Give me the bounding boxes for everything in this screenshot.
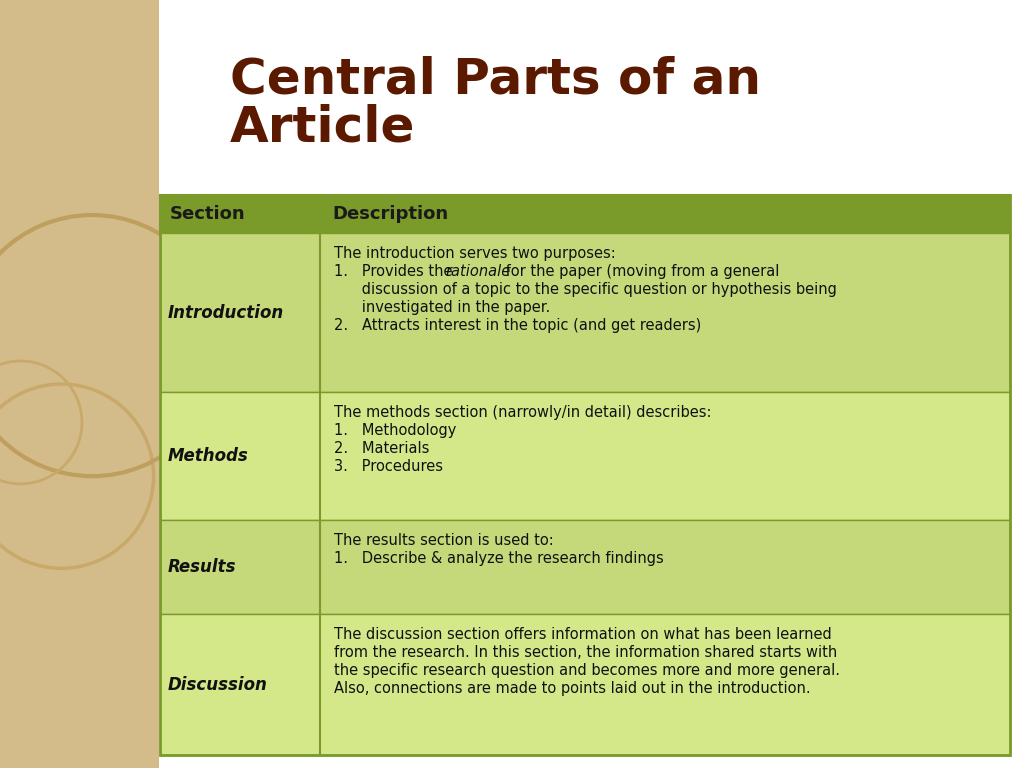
Text: Methods: Methods [168,447,249,465]
Bar [160,233,1010,392]
Text: The discussion section offers information on what has been learned: The discussion section offers informatio… [334,627,831,642]
Text: investigated in the paper.: investigated in the paper. [334,300,550,315]
Bar [160,195,1010,233]
Text: Results: Results [168,558,237,576]
Bar [160,195,1010,755]
Text: The methods section (narrowly/in detail) describes:: The methods section (narrowly/in detail)… [334,405,712,420]
Text: Article: Article [230,103,416,151]
Bar [0,0,159,768]
Text: Central Parts of an: Central Parts of an [230,55,761,103]
Text: 2.   Materials: 2. Materials [334,441,429,456]
Text: 2.   Attracts interest in the topic (and get readers): 2. Attracts interest in the topic (and g… [334,318,701,333]
Text: rationale: rationale [445,264,511,279]
Text: the specific research question and becomes more and more general.: the specific research question and becom… [334,663,840,678]
Text: 3.   Procedures: 3. Procedures [334,459,443,474]
Text: from the research. In this section, the information shared starts with: from the research. In this section, the … [334,645,838,660]
Text: discussion of a topic to the specific question or hypothesis being: discussion of a topic to the specific qu… [334,282,837,297]
Text: Section: Section [170,205,246,223]
Text: 1.   Describe & analyze the research findings: 1. Describe & analyze the research findi… [334,551,664,566]
Text: Introduction: Introduction [168,303,285,322]
Text: Discussion: Discussion [168,676,268,694]
Text: The results section is used to:: The results section is used to: [334,533,554,548]
Text: 1.   Methodology: 1. Methodology [334,423,457,438]
Text: 1.   Provides the: 1. Provides the [334,264,457,279]
Text: The introduction serves two purposes:: The introduction serves two purposes: [334,246,615,261]
Text: Also, connections are made to points laid out in the introduction.: Also, connections are made to points lai… [334,681,811,696]
Bar [160,614,1010,755]
Text: for the paper (moving from a general: for the paper (moving from a general [502,264,779,279]
Bar [160,520,1010,614]
Text: Description: Description [332,205,449,223]
Bar [160,392,1010,520]
